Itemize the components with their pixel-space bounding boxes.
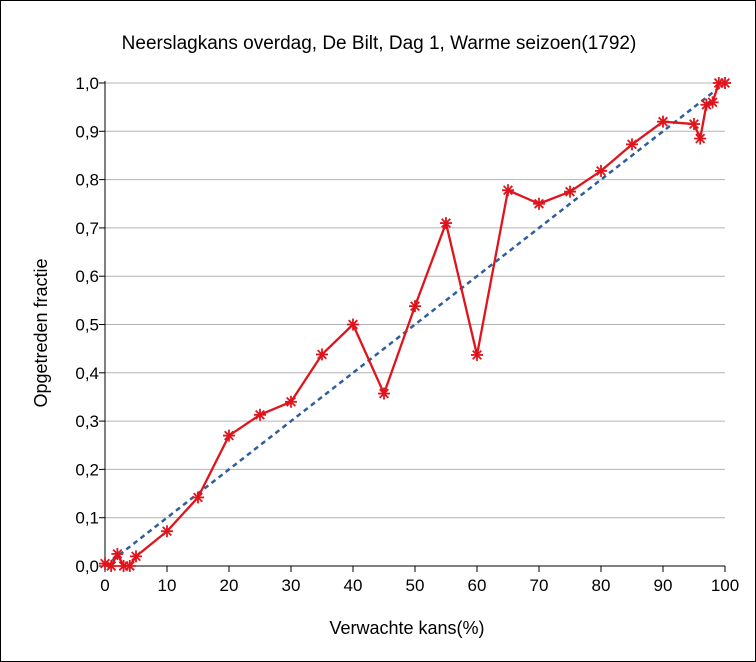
data-point bbox=[130, 550, 142, 563]
y-tick-label: 0,4 bbox=[75, 364, 99, 383]
data-point bbox=[688, 118, 700, 131]
data-point bbox=[719, 77, 731, 89]
chart-title: Neerslagkans overdag, De Bilt, Dag 1, Wa… bbox=[122, 33, 637, 54]
data-point bbox=[378, 387, 390, 400]
x-tick-label: 50 bbox=[406, 576, 425, 595]
data-point bbox=[502, 184, 514, 197]
gridlines bbox=[105, 82, 725, 519]
y-tick-label: 0,9 bbox=[75, 122, 99, 141]
y-tick-labels: 0,0 0,1 0,2 0,3 0,4 0,5 0,6 0,7 0,8 0,9 1,0 bbox=[75, 74, 99, 576]
x-tick-label: 80 bbox=[592, 576, 611, 595]
data-point bbox=[123, 560, 136, 572]
x-tick-label: 10 bbox=[158, 576, 177, 595]
y-tick-label: 0,7 bbox=[75, 219, 99, 238]
data-point bbox=[595, 164, 607, 177]
x-tick-label: 100 bbox=[711, 576, 739, 595]
x-tick-label: 40 bbox=[344, 576, 363, 595]
x-tick-label: 20 bbox=[220, 576, 239, 595]
x-tick-label: 0 bbox=[100, 576, 109, 595]
data-point bbox=[471, 348, 483, 361]
data-point bbox=[254, 408, 266, 421]
y-tick-label: 0,0 bbox=[75, 557, 99, 576]
data-point bbox=[409, 300, 421, 313]
y-tick-label: 0,6 bbox=[75, 267, 99, 286]
y-tick-label: 0,5 bbox=[75, 316, 99, 335]
data-point bbox=[316, 348, 328, 361]
data-point bbox=[161, 525, 173, 538]
plot-area bbox=[99, 77, 731, 572]
reference-line bbox=[104, 82, 726, 567]
data-point bbox=[533, 197, 545, 210]
axes bbox=[99, 81, 726, 572]
data-point bbox=[564, 185, 576, 198]
y-tick-label: 0,2 bbox=[75, 460, 99, 479]
y-tick-label: 1,0 bbox=[75, 74, 99, 93]
x-tick-label: 30 bbox=[282, 576, 301, 595]
data-point bbox=[694, 132, 707, 145]
x-tick-label: 60 bbox=[468, 576, 487, 595]
y-tick-label: 0,1 bbox=[75, 509, 99, 528]
data-point bbox=[626, 138, 638, 151]
data-point bbox=[440, 217, 452, 230]
data-point bbox=[105, 560, 118, 572]
y-axis-label: Opgetreden fractie bbox=[31, 258, 51, 407]
y-tick-label: 0,3 bbox=[75, 412, 99, 431]
data-point bbox=[347, 318, 359, 331]
data-point bbox=[706, 96, 719, 109]
x-axis-label: Verwachte kans(%) bbox=[329, 618, 484, 638]
data-point bbox=[111, 547, 124, 560]
x-tick-label: 70 bbox=[530, 576, 549, 595]
y-tick-label: 0,8 bbox=[75, 171, 99, 190]
x-tick-label: 90 bbox=[654, 576, 673, 595]
data-point bbox=[223, 429, 235, 442]
data-point bbox=[657, 115, 669, 128]
data-point bbox=[192, 491, 204, 504]
x-tick-labels: 0 10 20 30 40 50 60 70 80 90 100 bbox=[100, 576, 739, 595]
data-point bbox=[285, 395, 297, 408]
